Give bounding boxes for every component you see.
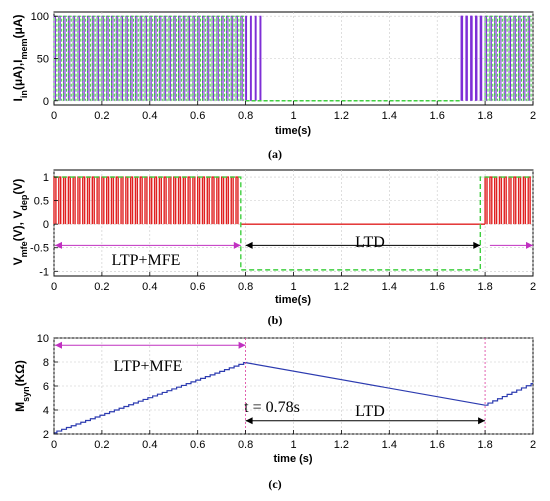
xtick-label: 1.8 xyxy=(477,110,492,122)
synapse-ltd-line xyxy=(245,362,486,406)
ytick-label: 4 xyxy=(43,405,49,417)
ytick-label: 8 xyxy=(43,357,49,369)
panel-c: LTP+MFE t = 0.78s LTD 0 0.2 0.4 0.6 0.8 1 1.2 1… xyxy=(13,333,536,491)
t-label-c: t = 0.78s xyxy=(244,399,300,416)
input-current-tail xyxy=(245,15,482,101)
xtick-label: 1.8 xyxy=(477,281,492,293)
xticks-b: 0 0.2 0.4 0.6 0.8 1 1.2 1.4 1.6 1.8 2 xyxy=(51,272,536,293)
xticks-a: 0 0.2 0.4 0.6 0.8 1 1.2 1.4 1.6 1.8 2 xyxy=(51,101,536,122)
xtick-label: 0.6 xyxy=(190,281,205,293)
yticks-b: -1 -0.5 0 0.5 1 xyxy=(30,172,58,278)
ltd-arrow-b-head-left xyxy=(245,241,253,249)
ytick-label: 50 xyxy=(37,54,49,66)
xtick-label: 0.8 xyxy=(238,439,253,451)
xtick-label: 0.6 xyxy=(190,439,205,451)
caption-c: (c) xyxy=(268,477,281,491)
ytick-label: 100 xyxy=(31,11,49,23)
xtick-label: 2 xyxy=(530,439,536,451)
ytick-label: 2 xyxy=(43,429,49,441)
xtick-label: 1.4 xyxy=(382,439,397,451)
xtick-label: 0.4 xyxy=(142,110,157,122)
xtick-label: 1.6 xyxy=(430,110,445,122)
xtick-label: 1 xyxy=(290,281,296,293)
ytick-label: 0.5 xyxy=(34,196,49,208)
ltp-arrow-c-head-right xyxy=(238,341,246,349)
xlabel-a: time(s) xyxy=(275,125,311,137)
xtick-label: 0 xyxy=(51,110,57,122)
caption-b: (b) xyxy=(268,313,283,327)
ltd-arrow-c-head-left xyxy=(245,417,253,425)
ltp-label-b: LTP+MFE xyxy=(112,252,181,269)
xlabel-c: time (s) xyxy=(273,453,312,465)
yticks-a: 0 50 100 xyxy=(31,11,58,108)
synapse-recovery-staircase xyxy=(485,383,533,406)
xtick-label: 0.2 xyxy=(94,110,109,122)
ytick-label: 0 xyxy=(43,219,49,231)
ltd-arrow-b-head-right xyxy=(473,241,481,249)
ltp-arrow-b-head-left xyxy=(55,241,62,249)
ltd-arrow-c-head-right xyxy=(478,417,486,425)
ltp-label-c: LTP+MFE xyxy=(114,358,183,375)
ltp-arrow-c-head-left xyxy=(55,341,62,349)
xtick-label: 0.2 xyxy=(94,281,109,293)
xtick-label: 1.6 xyxy=(430,281,445,293)
ytick-label: 1 xyxy=(43,172,49,184)
xtick-label: 1 xyxy=(290,110,296,122)
xtick-label: 0.8 xyxy=(238,110,253,122)
series-c xyxy=(54,362,533,434)
ytick-label: 10 xyxy=(37,333,49,345)
xlabel-b: time(s) xyxy=(275,294,311,306)
xtick-label: 1.4 xyxy=(382,281,397,293)
ylabel-a: Iin(μA),Imem(μA) xyxy=(11,14,29,101)
xtick-label: 1.6 xyxy=(430,439,445,451)
xtick-label: 1.2 xyxy=(334,439,349,451)
xtick-label: 1 xyxy=(290,439,296,451)
ylabel-c: Msyn(KΩ) xyxy=(13,360,31,412)
grid-b xyxy=(53,170,534,276)
xtick-label: 0 xyxy=(51,281,57,293)
panel-a: 0 0.2 0.4 0.6 0.8 1 1.2 1.4 1.6 1.8 2 0 50 100 time(… xyxy=(11,11,536,161)
synapse-ltp-staircase xyxy=(54,362,246,434)
xtick-label: 2 xyxy=(530,281,536,293)
annotations-c: LTP+MFE t = 0.78s LTD xyxy=(55,338,486,434)
ltp-arrow-b-head-right xyxy=(233,241,241,249)
right-arrow-b-head xyxy=(526,241,533,249)
xtick-label: 1.2 xyxy=(334,281,349,293)
yticks-c: 2 4 6 8 10 xyxy=(37,333,58,441)
xtick-label: 1.2 xyxy=(334,110,349,122)
annotations-b: LTP+MFE LTD xyxy=(55,234,533,269)
dep-voltage-line xyxy=(54,176,533,271)
xtick-label: 0.2 xyxy=(94,439,109,451)
ytick-label: 0 xyxy=(43,96,49,108)
xtick-label: 0.4 xyxy=(142,281,157,293)
ytick-label: -0.5 xyxy=(30,243,49,255)
xtick-label: 0.8 xyxy=(238,281,253,293)
ylabel-b: Vmfe(V), Vdep(V) xyxy=(11,179,29,266)
xtick-label: 0.6 xyxy=(190,110,205,122)
caption-a: (a) xyxy=(268,147,282,161)
xtick-label: 1.8 xyxy=(477,439,492,451)
xtick-label: 1.4 xyxy=(382,110,397,122)
ltd-label-b: LTD xyxy=(355,234,385,251)
ytick-label: 6 xyxy=(43,381,49,393)
xtick-label: 0 xyxy=(51,439,57,451)
ytick-label: -1 xyxy=(39,266,49,278)
xtick-label: 2 xyxy=(530,110,536,122)
panel-b: LTP+MFE LTD 0 0.2 0.4 0.6 0.8 1 1.2 1.4 1.6 1.8 2 … xyxy=(11,169,536,327)
xticks-c: 0 0.2 0.4 0.6 0.8 1 1.2 1.4 1.6 1.8 2 xyxy=(51,430,536,451)
xtick-label: 0.4 xyxy=(142,439,157,451)
ltd-label-c: LTD xyxy=(355,403,385,420)
